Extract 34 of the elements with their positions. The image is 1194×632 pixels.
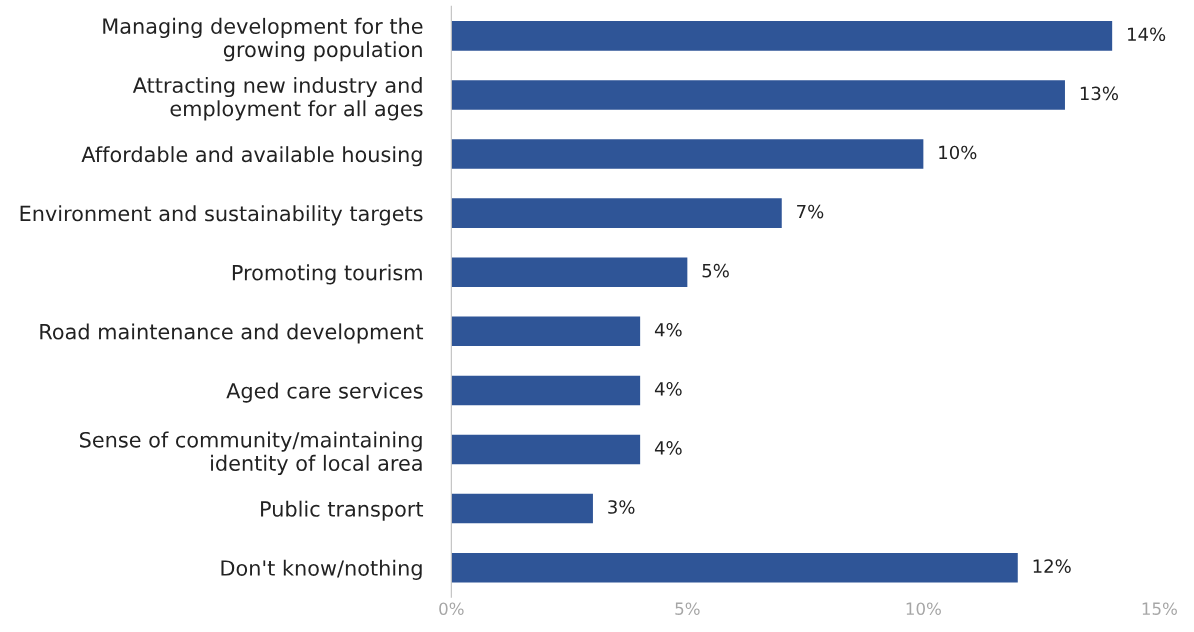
y-tick-label: Don't know/nothing [221, 559, 422, 580]
bar [451, 139, 924, 169]
data-label: 13% [1080, 86, 1118, 101]
bar [451, 80, 1065, 110]
bar [451, 316, 641, 347]
y-tick-label: Public transport [261, 500, 424, 521]
data-label: 5% [702, 263, 729, 278]
bar [451, 552, 1018, 583]
data-label: 12% [1033, 559, 1071, 573]
y-tick-label: Attracting new industry and employment for all ages [132, 76, 423, 121]
y-tick-label: Sense of community/maintaining identity of local area [79, 431, 422, 476]
data-label: 4% [654, 382, 682, 396]
data-label: 14% [1128, 27, 1166, 42]
y-tick-label: Aged care services [226, 382, 423, 403]
x-tick-label: 15% [1142, 602, 1177, 615]
x-tick-label: 10% [906, 602, 941, 615]
x-tick-label: 0% [439, 602, 464, 615]
data-label: 10% [939, 145, 977, 160]
y-tick-label: Managing development for the growing population [103, 17, 423, 62]
bar [451, 21, 1113, 51]
data-label: 4% [654, 322, 682, 337]
data-label: 4% [654, 441, 682, 455]
data-label: 7% [797, 204, 824, 219]
y-tick-label: Promoting tourism [232, 264, 422, 285]
bar [451, 375, 641, 406]
y-tick-label: Environment and sustainability targets [20, 205, 423, 226]
bar [451, 257, 688, 288]
x-tick-label: 5% [675, 602, 700, 615]
y-tick-label: Road maintenance and development [40, 323, 424, 344]
bar [451, 493, 593, 524]
bar [451, 198, 782, 228]
data-label: 3% [608, 500, 635, 514]
bar [451, 434, 641, 465]
y-tick-label: Affordable and available housing [81, 146, 422, 167]
